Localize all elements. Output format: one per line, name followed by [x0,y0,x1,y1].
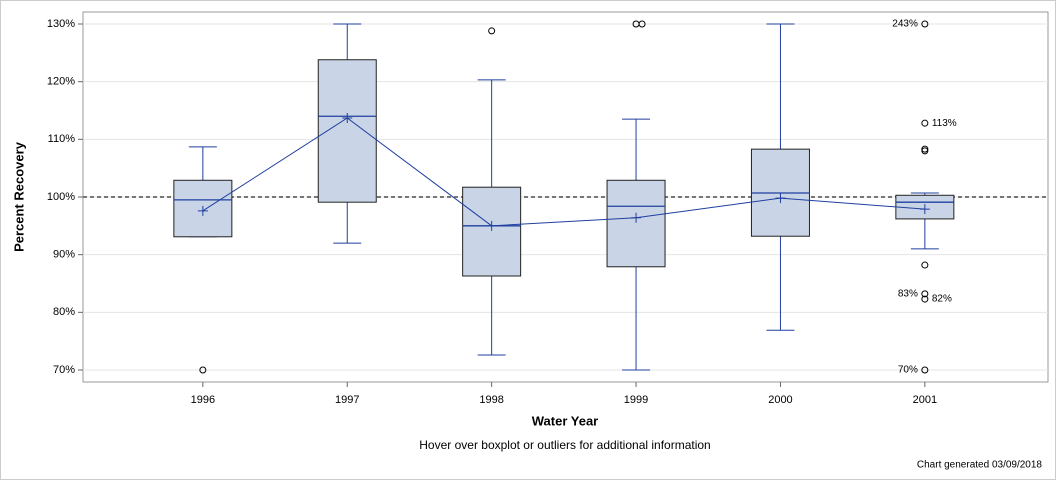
outlier [921,119,929,127]
outlier [921,261,929,269]
x-tick-label: 1997 [335,394,359,406]
outlier [638,20,646,28]
outlier-label: 113% [932,118,957,129]
outlier [921,20,929,28]
x-tick-label: 1999 [624,394,648,406]
outlier [199,366,207,374]
outlier [488,27,496,35]
y-tick-label: 90% [53,249,75,261]
box [462,186,522,277]
x-tick-label: 2000 [768,394,792,406]
x-tick-label: 1996 [191,394,215,406]
credit: Chart generated 03/09/2018 [917,460,1043,471]
outlier [921,147,929,155]
outlier-label: 70% [898,365,918,376]
y-tick-label: 70% [53,364,75,376]
box [606,179,666,268]
y-tick-label: 130% [47,18,75,30]
y-axis-label: Percent Recovery [11,141,26,252]
x-tick-label: 2001 [913,394,937,406]
outlier [921,290,929,298]
y-tick-label: 100% [47,191,75,203]
y-tick-label: 120% [47,76,75,88]
outlier [921,366,929,374]
outlier [921,295,929,303]
outlier-label: 82% [932,294,952,305]
x-axis-label: Water Year [532,413,599,428]
outlier-label: 243% [892,19,918,30]
mean-line [202,117,925,227]
footnote: Hover over boxplot or outliers for addit… [419,438,710,452]
outlier-label: 83% [898,289,918,300]
y-tick-label: 80% [53,306,75,318]
y-tick-label: 110% [48,133,76,145]
x-tick-label: 1998 [479,394,503,406]
